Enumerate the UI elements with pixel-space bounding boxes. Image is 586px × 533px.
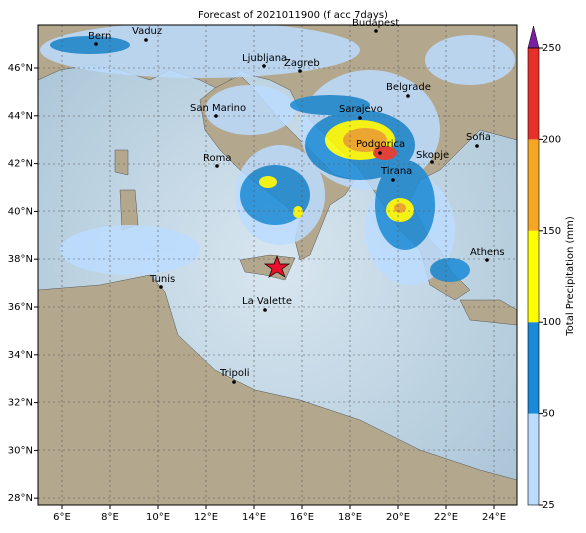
colorbar-tick-label: 25 (542, 500, 555, 511)
city-label: La Valette (242, 296, 292, 307)
city-dot (430, 160, 434, 164)
city-label: Vaduz (132, 26, 162, 37)
y-tick-label: 42°N (8, 159, 33, 170)
colorbar-segment (528, 48, 539, 140)
city-label: Roma (203, 153, 232, 164)
city-label: Tirana (380, 166, 412, 177)
city-dot (94, 42, 98, 46)
colorbar-tick-label: 100 (542, 317, 561, 328)
x-tick-label: 8°E (101, 512, 119, 523)
x-tick-label: 18°E (338, 512, 362, 523)
colorbar-tick-label: 50 (542, 409, 555, 420)
city-dot (358, 116, 362, 120)
city-dot (406, 94, 410, 98)
colorbar-tick-label: 250 (542, 43, 561, 54)
city-dot (159, 285, 163, 289)
y-tick-label: 36°N (8, 302, 33, 313)
colorbar-frame (527, 47, 540, 506)
city-dot (475, 144, 479, 148)
city-label: Bern (88, 31, 111, 42)
city-label: Athens (470, 247, 505, 258)
city-dot (262, 64, 266, 68)
city-dot (485, 258, 489, 262)
colorbar-label: Total Precipitation (mm) (565, 216, 576, 337)
map-area (38, 25, 517, 505)
city-dot (214, 114, 218, 118)
y-tick-label: 46°N (8, 63, 33, 74)
y-tick-label: 40°N (8, 206, 33, 217)
city-label: Zagreb (284, 58, 320, 69)
colorbar-segment (528, 230, 539, 323)
city-dot (378, 151, 382, 155)
x-tick-label: 10°E (146, 512, 170, 523)
city-label: Belgrade (386, 82, 431, 93)
x-tick-label: 24°E (482, 512, 506, 523)
y-tick-label: 28°N (8, 493, 33, 504)
city-label: San Marino (190, 103, 246, 114)
city-dot (374, 29, 378, 33)
city-dot (298, 69, 302, 73)
colorbar-tick-label: 200 (542, 134, 561, 145)
colorbar-segment (528, 139, 539, 231)
city-dot (215, 164, 219, 168)
y-tick-label: 44°N (8, 111, 33, 122)
x-tick-label: 12°E (194, 512, 218, 523)
city-dot (232, 380, 236, 384)
city-label: Tunis (149, 274, 175, 285)
city-label: Budapest (352, 18, 399, 29)
city-dot (263, 308, 267, 312)
city-label: Sofia (466, 132, 491, 143)
colorbar-segment (528, 322, 539, 414)
y-tick-label: 38°N (8, 254, 33, 265)
y-tick-label: 34°N (8, 350, 33, 361)
y-tick-label: 30°N (8, 445, 33, 456)
city-label: Podgorica (356, 139, 405, 150)
colorbar-segment (528, 413, 539, 505)
y-tick-label: 32°N (8, 398, 33, 409)
colorbar-tick-label: 150 (542, 226, 561, 237)
x-tick-label: 14°E (242, 512, 266, 523)
x-tick-label: 6°E (53, 512, 71, 523)
city-dot (391, 178, 395, 182)
city-label: Tripoli (219, 368, 250, 379)
colorbar-extend (527, 25, 540, 49)
x-tick-label: 22°E (434, 512, 458, 523)
x-tick-label: 16°E (290, 512, 314, 523)
x-tick-label: 20°E (386, 512, 410, 523)
city-label: Ljubljana (242, 53, 287, 64)
city-label: Sarajevo (339, 104, 383, 115)
map-title: Forecast of 2021011900 (f acc 7days) (198, 10, 388, 21)
city-dot (144, 38, 148, 42)
city-label: Skopje (416, 150, 449, 161)
